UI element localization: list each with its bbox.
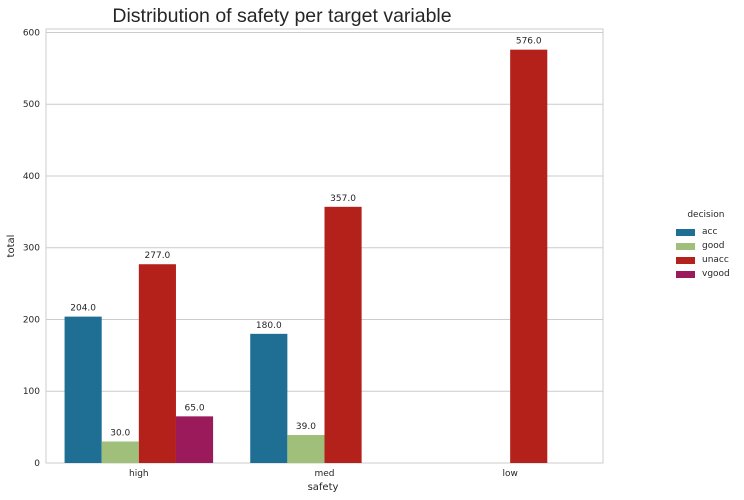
bar-unacc-high xyxy=(138,264,176,463)
y-tick-label: 300 xyxy=(23,244,40,254)
bar-good-med xyxy=(287,435,325,463)
legend-swatch xyxy=(676,228,695,236)
y-axis: 0 100 200 300 400 500 600 xyxy=(23,28,40,469)
data-label: 180.0 xyxy=(256,321,282,331)
bar-good-high xyxy=(101,441,139,463)
legend-item-good: good xyxy=(676,239,730,253)
legend-label: vgood xyxy=(702,269,730,279)
data-label: 576.0 xyxy=(516,37,542,47)
legend-title: decision xyxy=(687,210,725,220)
bar-unacc-med xyxy=(324,206,362,463)
x-axis: high med low xyxy=(129,469,518,479)
legend-swatch xyxy=(676,242,695,250)
legend-swatch xyxy=(676,270,695,278)
bar-acc-high xyxy=(64,316,102,463)
legend-swatch xyxy=(676,256,695,264)
y-axis-label: total xyxy=(6,235,17,258)
data-label: 39.0 xyxy=(296,422,316,432)
data-label: 277.0 xyxy=(145,251,171,261)
y-tick-label: 600 xyxy=(23,28,40,38)
legend-label: good xyxy=(702,241,725,251)
y-tick-label: 400 xyxy=(23,172,40,182)
data-label: 357.0 xyxy=(330,194,356,204)
legend-label: acc xyxy=(702,227,718,237)
legend-label: unacc xyxy=(702,255,729,265)
bars xyxy=(64,49,548,464)
legend-items: acc good unacc vgood xyxy=(676,225,730,281)
x-tick-label: low xyxy=(502,469,517,479)
data-label: 30.0 xyxy=(110,428,130,438)
bar-unacc-low xyxy=(510,49,548,464)
legend-item-acc: acc xyxy=(676,225,730,239)
x-tick-label: high xyxy=(129,469,149,479)
legend: decision acc good unacc vgood xyxy=(676,210,730,281)
x-tick-label: med xyxy=(314,469,334,479)
bar-acc-med xyxy=(250,333,288,463)
y-tick-label: 200 xyxy=(23,315,40,325)
y-tick-label: 100 xyxy=(23,387,40,397)
data-labels: 204.0 180.0 30.0 39.0 277.0 357.0 576.0 65.0 xyxy=(70,37,542,439)
y-tick-label: 0 xyxy=(34,459,40,469)
legend-item-unacc: unacc xyxy=(676,253,730,267)
data-label: 65.0 xyxy=(185,403,205,413)
data-label: 204.0 xyxy=(70,304,96,314)
chart-title: Distribution of safety per target variab… xyxy=(112,5,451,27)
legend-item-vgood: vgood xyxy=(676,267,730,281)
x-axis-label: safety xyxy=(308,482,339,493)
y-tick-label: 500 xyxy=(23,100,40,110)
bar-vgood-high xyxy=(175,416,214,463)
